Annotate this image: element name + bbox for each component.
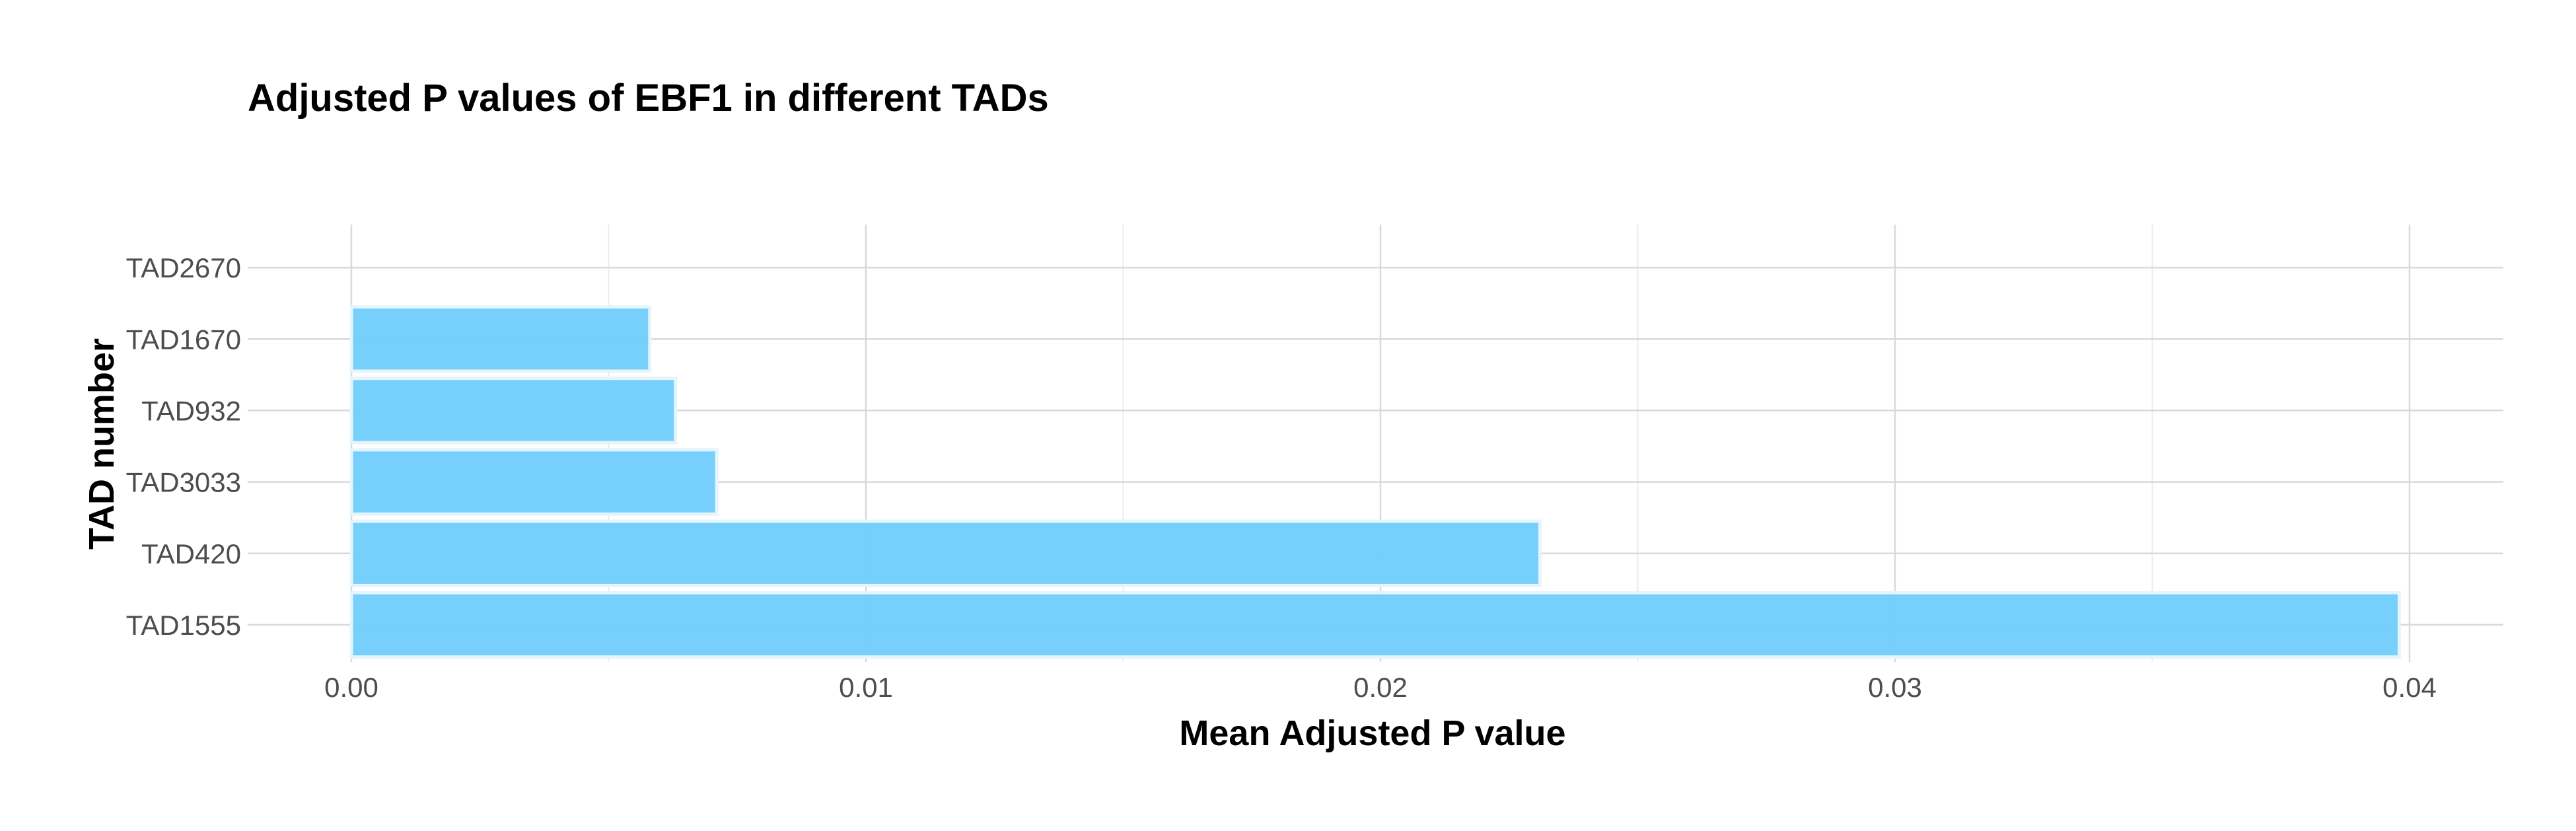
bar-tad1670 (349, 305, 652, 373)
chart-title: Adjusted P values of EBF1 in different T… (248, 77, 1049, 120)
bar-tad932 (349, 377, 678, 445)
x-tick-label: 0.02 (1353, 672, 1408, 703)
y-tick-label: TAD1555 (126, 610, 241, 641)
y-tick-label: TAD1670 (126, 324, 241, 355)
y-tick-label: TAD420 (141, 538, 241, 569)
x-axis-ticks: 0.00 0.01 0.02 0.03 0.04 (324, 672, 2437, 703)
bar-tad420 (349, 519, 1542, 587)
x-tick-label: 0.00 (324, 672, 378, 703)
y-axis-title: TAD number (82, 338, 122, 550)
x-tick-label: 0.01 (839, 672, 893, 703)
bar-tad1555 (349, 591, 2401, 659)
y-tick-label: TAD2670 (126, 252, 241, 283)
y-tick-label: TAD3033 (126, 467, 241, 498)
bars (349, 305, 2401, 659)
x-axis-title: Mean Adjusted P value (1179, 713, 1565, 753)
x-tick-label: 0.04 (2382, 672, 2437, 703)
y-axis-ticks: TAD1555 TAD420 TAD3033 TAD932 TAD1670 TAD2670 (126, 252, 241, 641)
bar-tad3033 (349, 448, 719, 516)
y-tick-label: TAD932 (141, 395, 241, 426)
x-tick-label: 0.03 (1868, 672, 1922, 703)
